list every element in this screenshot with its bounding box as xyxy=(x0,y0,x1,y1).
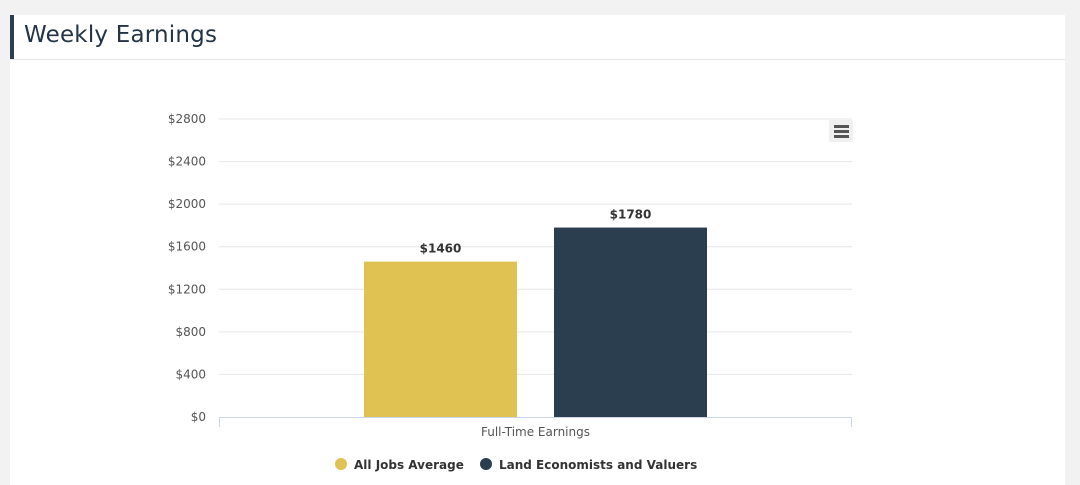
y-tick-label: $1600 xyxy=(168,240,206,254)
y-tick-label: $2000 xyxy=(168,197,206,211)
legend-item[interactable]: All Jobs Average xyxy=(335,458,464,472)
y-tick-label: $400 xyxy=(175,367,206,381)
y-tick-label: $2800 xyxy=(168,112,206,126)
x-category-label: Full-Time Earnings xyxy=(481,425,590,439)
legend-marker xyxy=(335,458,347,470)
legend-marker xyxy=(480,458,492,470)
y-tick-label: $1200 xyxy=(168,282,206,296)
y-tick-label: $800 xyxy=(175,325,206,339)
menu-line xyxy=(834,130,849,133)
legend: All Jobs Average Land Economists and Valu… xyxy=(335,458,697,472)
x-axis: Full-Time Earnings xyxy=(219,417,852,439)
data-label: $1780 xyxy=(610,208,652,222)
data-label: $1460 xyxy=(420,242,462,256)
menu-line xyxy=(834,135,849,138)
legend-item[interactable]: Land Economists and Valuers xyxy=(480,458,697,472)
legend-label: All Jobs Average xyxy=(354,458,464,472)
y-tick-label: $2400 xyxy=(168,155,206,169)
bars: $1460 $1780 xyxy=(364,208,707,417)
legend-label: Land Economists and Valuers xyxy=(499,458,697,472)
y-axis-ticks: $0 $400 $800 $1200 $1600 $2000 $2400 $2800 xyxy=(168,112,206,424)
hamburger-menu-icon[interactable] xyxy=(829,120,853,142)
card-header: Weekly Earnings xyxy=(10,15,1065,60)
card-title: Weekly Earnings xyxy=(24,22,218,48)
grid-lines xyxy=(219,118,852,375)
accent-bar xyxy=(10,15,14,59)
bar[interactable] xyxy=(364,261,517,417)
bar[interactable] xyxy=(554,227,707,417)
y-tick-label: $0 xyxy=(191,410,206,424)
weekly-earnings-card: Weekly Earnings xyxy=(10,15,1065,485)
menu-line xyxy=(834,125,849,128)
